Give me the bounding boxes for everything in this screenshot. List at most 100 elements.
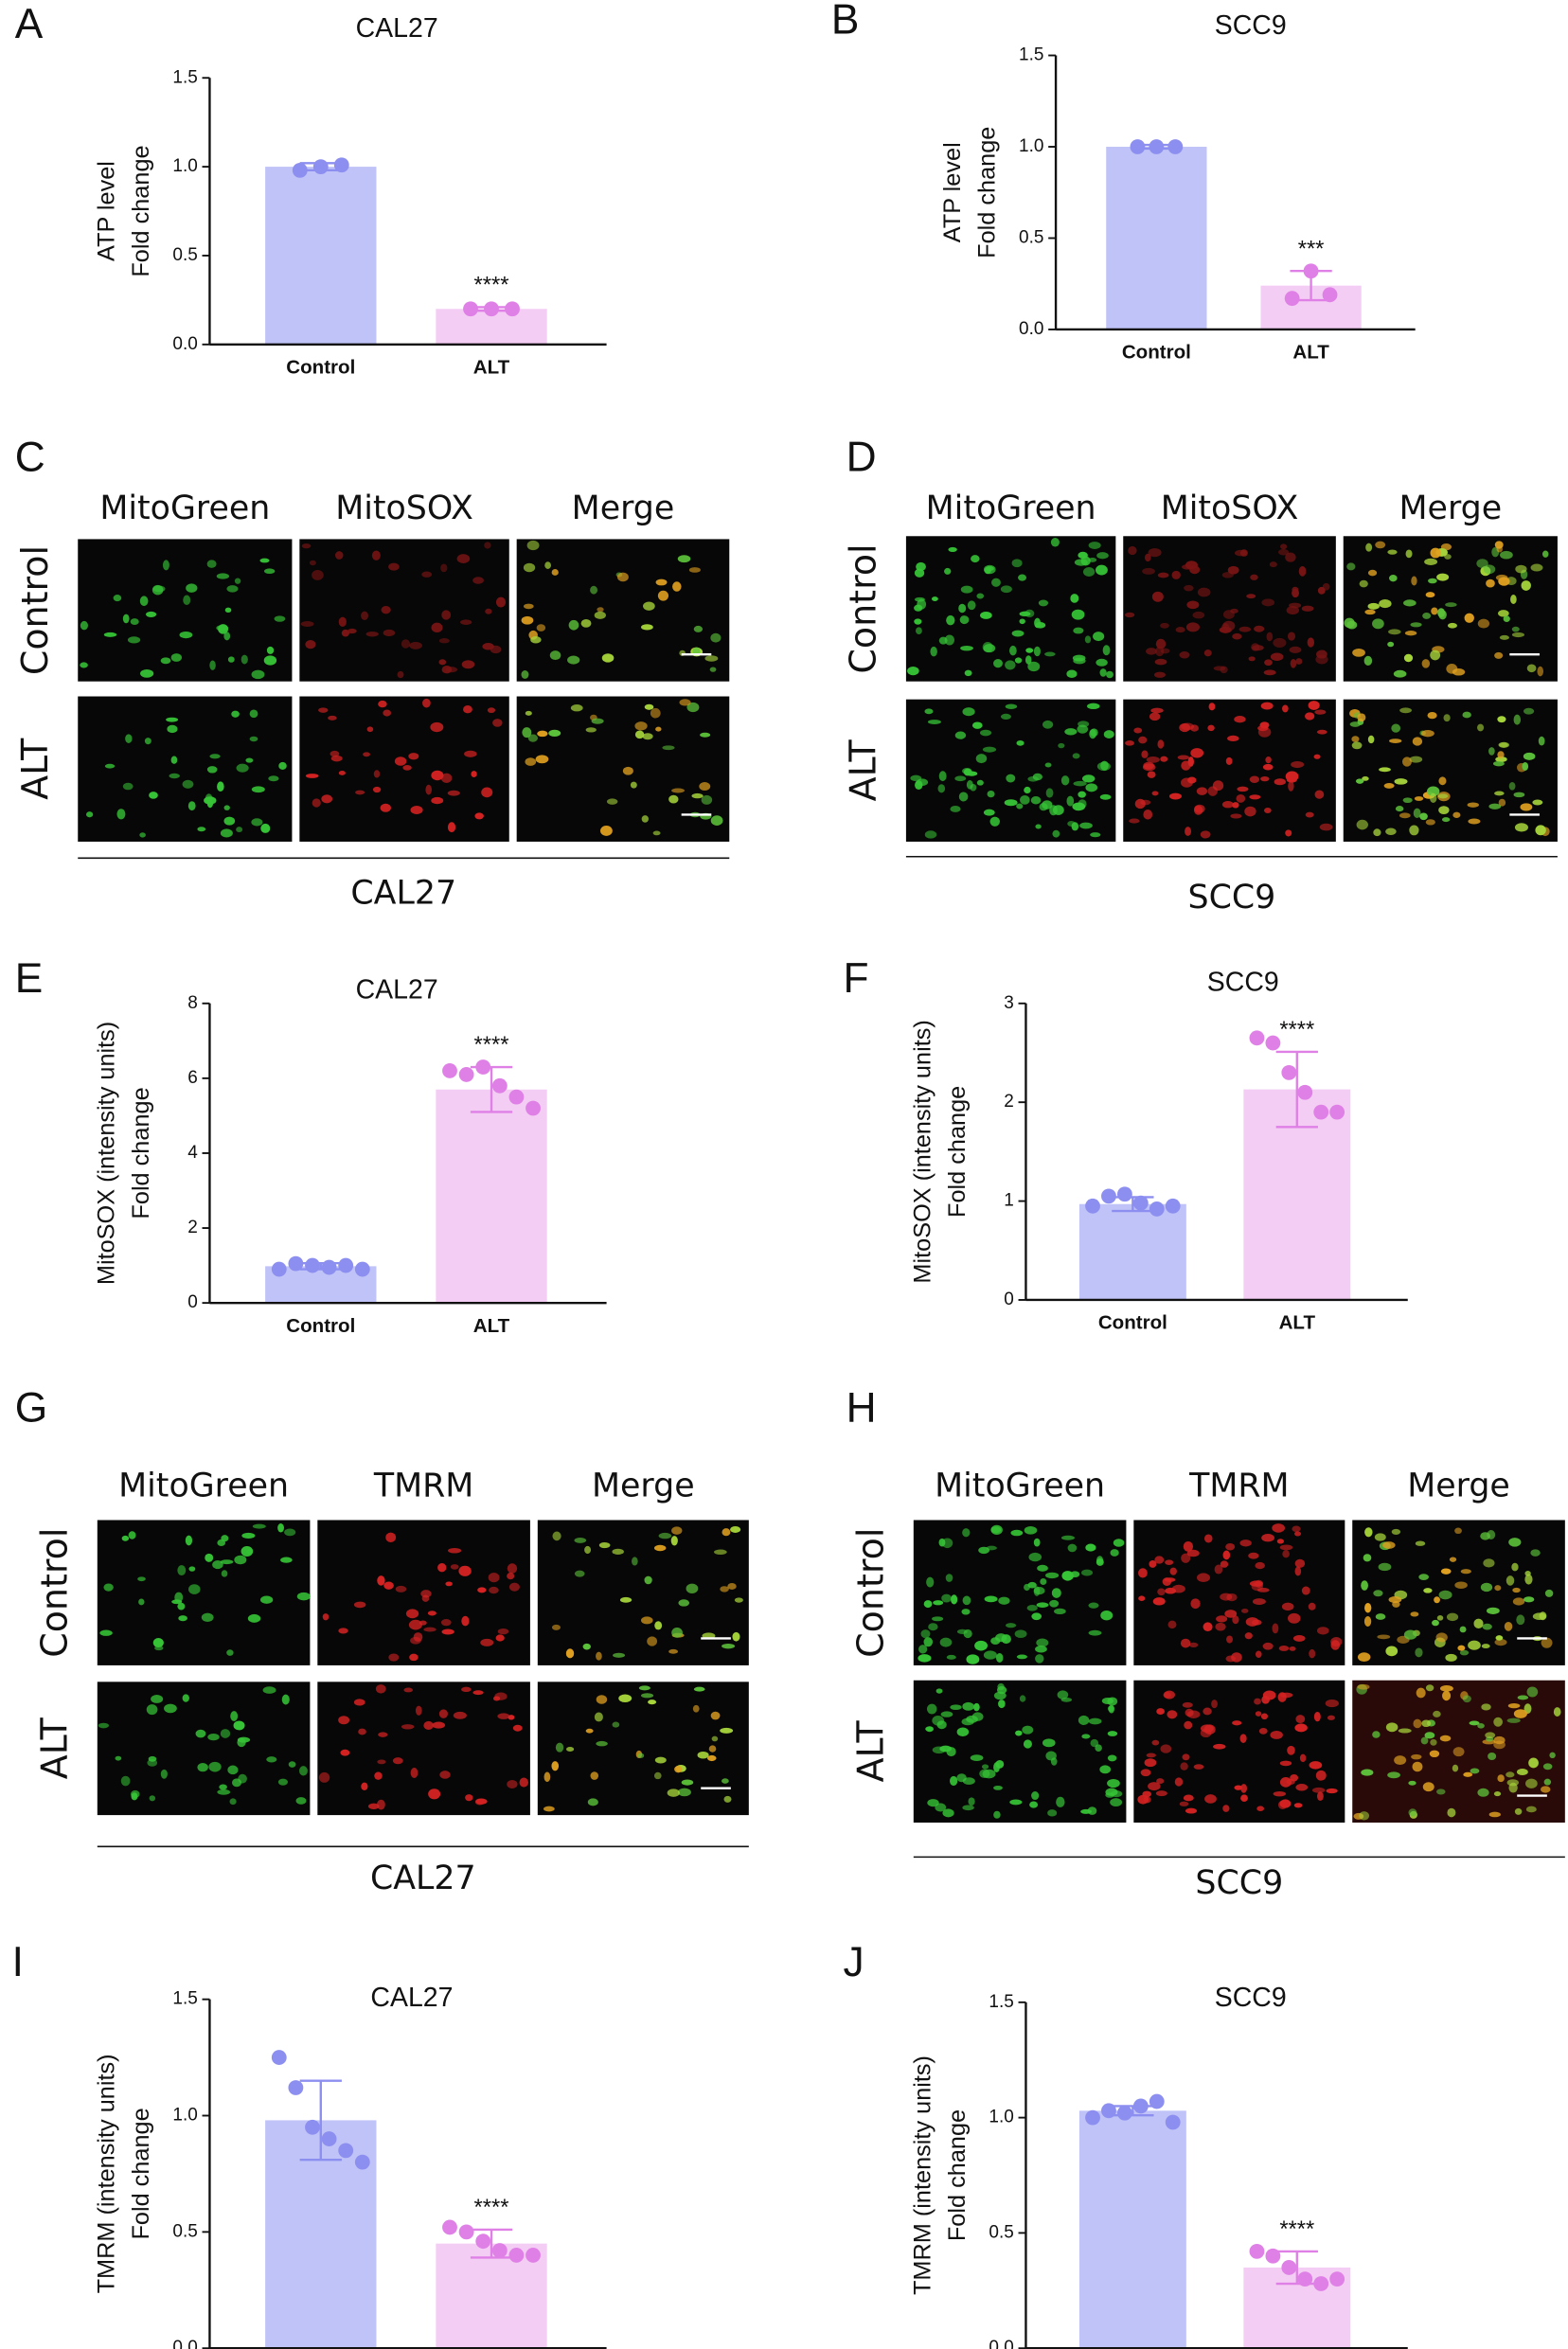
cell: [1415, 1540, 1426, 1546]
y-tick-label: 1.5: [172, 67, 197, 87]
cell: [1510, 594, 1517, 605]
error-bar: [1275, 2250, 1318, 2286]
micrograph: [1123, 536, 1336, 682]
cell: [1525, 1806, 1537, 1813]
y-axis-label: Fold change: [128, 145, 154, 276]
cell: [1516, 1769, 1528, 1776]
cell: [551, 1624, 561, 1630]
data-point: [526, 1100, 541, 1116]
cell: [371, 550, 381, 561]
data-point: [321, 1259, 337, 1275]
cell: [130, 1789, 140, 1799]
cell: [1203, 650, 1212, 657]
cell: [1093, 632, 1105, 642]
cell: [1516, 1614, 1525, 1626]
cell: [678, 1599, 690, 1607]
cell: [209, 660, 216, 670]
cell: [1543, 1778, 1552, 1786]
cell: [234, 578, 241, 584]
cell: [1316, 1627, 1329, 1635]
cell: [1254, 625, 1265, 632]
cell: [1270, 652, 1284, 661]
cell: [1526, 664, 1537, 673]
cell: [1424, 558, 1438, 565]
cell: [137, 1576, 146, 1582]
cell: [961, 1609, 971, 1615]
cell: [338, 616, 347, 628]
cell: [1292, 1525, 1301, 1533]
cell: [1058, 742, 1065, 749]
cell: [1430, 650, 1441, 661]
cell: [447, 790, 460, 796]
significance: ****: [1279, 1018, 1314, 1042]
cell: [263, 655, 277, 666]
cell: [1288, 780, 1294, 792]
column-label: Merge: [1399, 489, 1503, 527]
cell: [1027, 1581, 1037, 1589]
cell: [1165, 1559, 1174, 1565]
cell: [700, 732, 711, 738]
cell: [378, 1732, 388, 1737]
cell: [177, 1602, 186, 1610]
cell: [1034, 617, 1042, 629]
cell: [914, 618, 922, 625]
cell: [1133, 727, 1143, 734]
cell: [1193, 805, 1203, 815]
cell: [1524, 1571, 1531, 1576]
cell: [1016, 803, 1024, 810]
data-point: [505, 301, 520, 317]
cell: [1413, 1718, 1422, 1729]
row-label: ALT: [850, 1720, 892, 1783]
cell: [1186, 1710, 1201, 1718]
cell: [1262, 1642, 1274, 1650]
cell: [1272, 1623, 1279, 1634]
cell: [1220, 1560, 1229, 1568]
row-label: Control: [850, 1528, 892, 1658]
cell: [995, 1759, 1005, 1769]
cell: [618, 1694, 633, 1703]
cell: [1197, 587, 1211, 597]
data-point: [288, 1255, 304, 1272]
micrograph: [537, 1682, 749, 1816]
cell: [1263, 808, 1272, 814]
cell: [209, 754, 221, 759]
cell: [1387, 1771, 1400, 1779]
cell: [1082, 567, 1096, 577]
cell: [975, 754, 988, 764]
cell: [612, 1721, 620, 1728]
cell: [552, 1531, 561, 1541]
cell: [284, 1528, 296, 1537]
cell: [968, 1797, 975, 1806]
y-tick-label: 1.0: [1019, 136, 1043, 156]
cell: [247, 1613, 261, 1623]
cell: [1439, 1735, 1452, 1742]
micrograph: [78, 696, 293, 842]
cell: [1225, 1655, 1237, 1663]
cell: [1462, 711, 1471, 719]
cell: [997, 1682, 1005, 1691]
cell: [1160, 622, 1169, 629]
cell: [1457, 1645, 1466, 1651]
cell: [587, 1798, 598, 1806]
cell: [1373, 1590, 1383, 1597]
cell: [430, 721, 444, 733]
data-point: [1249, 2243, 1265, 2259]
cell: [1107, 1778, 1120, 1788]
cell: [1167, 1620, 1177, 1629]
cell: [648, 1699, 657, 1705]
cell: [229, 1798, 237, 1806]
cell: [1040, 1577, 1047, 1585]
cell: [1215, 1622, 1226, 1631]
cell: [1307, 637, 1315, 648]
cell: [380, 803, 391, 812]
cell: [1008, 645, 1017, 656]
cell: [1349, 721, 1361, 727]
cell: [1415, 1647, 1423, 1658]
cell: [437, 1563, 447, 1573]
cell: [1462, 1695, 1471, 1703]
micrograph: [78, 539, 293, 682]
cell: [1090, 832, 1101, 838]
cell: [1311, 1787, 1326, 1793]
cell: [720, 1727, 734, 1734]
cell: [1049, 805, 1058, 816]
